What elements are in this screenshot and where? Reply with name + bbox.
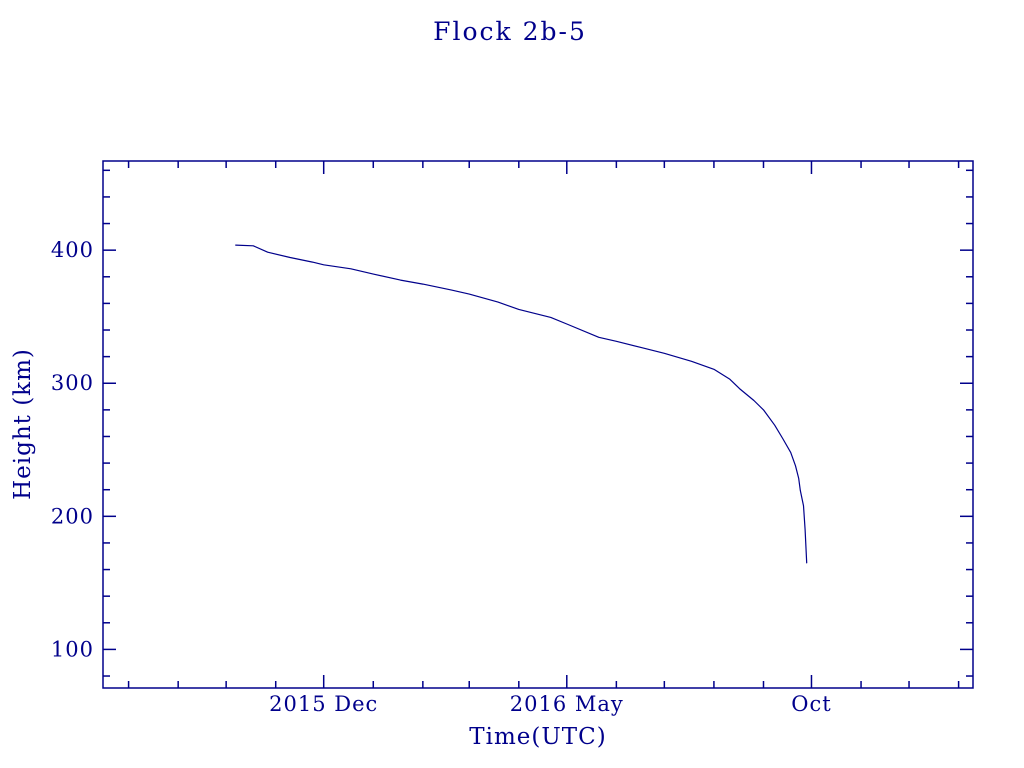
x-tick-label: Oct xyxy=(791,692,831,716)
y-tick-label: 200 xyxy=(51,504,94,528)
x-tick-label: 2015 Dec xyxy=(269,692,378,716)
chart-title: Flock 2b-5 xyxy=(433,17,587,46)
x-tick-label: 2016 May xyxy=(510,692,624,716)
plot-border xyxy=(102,160,974,689)
x-axis-label: Time(UTC) xyxy=(469,724,606,750)
y-tick-label: 400 xyxy=(51,238,94,262)
y-tick-label: 100 xyxy=(51,637,94,661)
y-axis-label: Height (km) xyxy=(10,348,36,500)
plot-area: 2015 Dec 2016 May Oct 100 200 300 400 xyxy=(51,160,974,716)
decay-curve xyxy=(235,244,808,564)
y-tick-label: 300 xyxy=(51,371,94,395)
